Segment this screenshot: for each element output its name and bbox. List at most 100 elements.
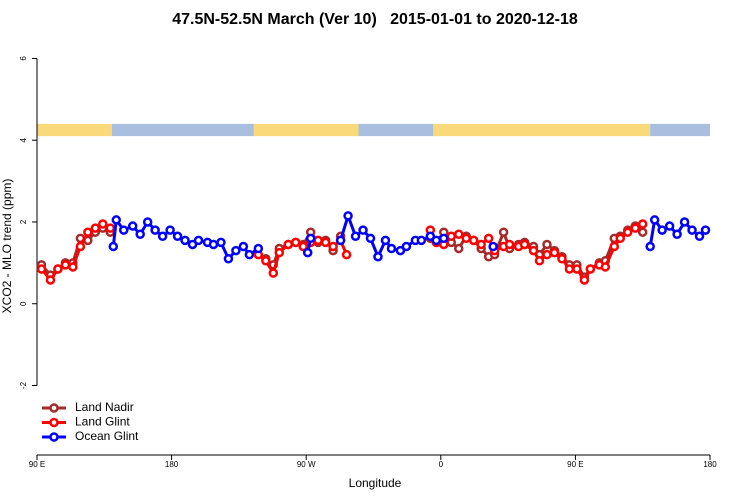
data-point (672, 229, 682, 239)
data-point (504, 239, 515, 250)
data-point (283, 239, 294, 250)
data-point (461, 233, 471, 244)
data-point (75, 241, 86, 252)
data-point (45, 275, 56, 285)
data-point (238, 241, 249, 252)
data-point (111, 215, 122, 225)
data-point (358, 225, 368, 235)
x-tick-label: 90 W (297, 460, 316, 469)
legend-marker (49, 417, 59, 428)
data-point (609, 241, 620, 252)
data-point (261, 256, 271, 266)
data-point (118, 225, 129, 235)
chart-title: 47.5N-52.5N March (Ver 10) 2015-01-01 to… (172, 11, 578, 28)
legend-label: Land Nadir (75, 400, 134, 414)
data-point (637, 227, 648, 237)
data-point (341, 249, 352, 260)
data-point (313, 235, 323, 246)
data-point (290, 237, 301, 248)
data-point (244, 249, 255, 260)
data-point (373, 251, 383, 262)
data-point (700, 225, 711, 235)
data-point (476, 239, 486, 250)
data-point (557, 254, 567, 264)
data-point (127, 221, 138, 231)
data-point (645, 241, 655, 252)
legend-marker (49, 403, 59, 413)
surface-band (111, 123, 254, 137)
data-point (68, 262, 78, 272)
data-point (439, 233, 449, 244)
data-point (274, 247, 285, 258)
data-point (108, 241, 119, 252)
data-point (694, 231, 705, 242)
y-tick-label: 2 (19, 219, 28, 224)
data-point (90, 223, 101, 233)
data-point (637, 219, 648, 229)
data-point (150, 225, 160, 235)
data-point (157, 231, 168, 242)
data-point (180, 235, 190, 246)
data-point (36, 264, 47, 274)
surface-band (37, 123, 112, 137)
data-point (572, 264, 582, 274)
y-tick-label: 4 (19, 137, 28, 142)
x-tick-label: 90 E (567, 460, 583, 469)
data-point (253, 243, 264, 254)
surface-band (650, 123, 710, 137)
data-point (585, 264, 596, 274)
data-point (453, 229, 464, 239)
data-point (498, 227, 509, 237)
data-point (519, 239, 530, 250)
data-point (453, 243, 464, 254)
data-point (231, 245, 241, 256)
surface-band (433, 123, 651, 137)
data-point (549, 247, 560, 258)
data-point (350, 231, 361, 242)
data-point (208, 239, 219, 250)
x-axis-title: Longitude (349, 476, 402, 490)
data-point (83, 227, 93, 237)
surface-band (253, 123, 359, 137)
legend-marker (49, 432, 59, 442)
data-point (528, 245, 539, 256)
data-point (657, 225, 667, 235)
data-point (187, 239, 198, 250)
data-point (380, 235, 391, 246)
data-point (488, 241, 498, 252)
legend-label: Ocean Glint (75, 429, 139, 443)
data-point (579, 275, 590, 285)
data-point (305, 233, 316, 244)
x-tick-label: 180 (703, 460, 717, 469)
data-point (468, 235, 479, 246)
y-tick-label: -2 (19, 381, 28, 389)
surface-band (358, 123, 434, 137)
data-point (386, 243, 397, 254)
x-tick-label: 90 E (29, 460, 45, 469)
data-point (165, 225, 175, 235)
data-point (98, 219, 108, 229)
y-tick-label: 6 (19, 56, 28, 61)
data-point (135, 229, 145, 239)
data-point (615, 233, 626, 244)
data-point (401, 241, 412, 252)
x-tick-label: 0 (439, 460, 444, 469)
data-point (679, 217, 690, 227)
data-point (343, 211, 353, 221)
data-point (542, 239, 552, 250)
data-point (302, 247, 313, 258)
data-point (365, 233, 376, 244)
data-point (416, 235, 427, 246)
data-point (223, 254, 234, 264)
data-point (564, 264, 575, 274)
data-point (622, 227, 633, 237)
data-point (483, 233, 494, 244)
data-point (172, 231, 183, 242)
data-point (328, 241, 338, 252)
data-point (268, 268, 279, 278)
data-point (105, 223, 116, 233)
data-point (142, 217, 153, 227)
data-point (542, 249, 552, 260)
data-point (216, 237, 226, 248)
